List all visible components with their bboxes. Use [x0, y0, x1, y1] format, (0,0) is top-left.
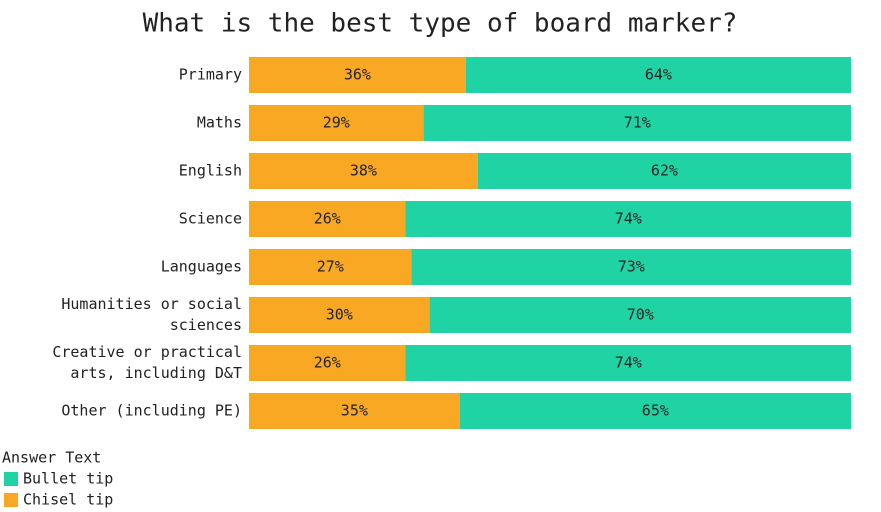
data-label: 74% [615, 210, 642, 228]
bar-segment [477, 153, 851, 189]
bar-segment [249, 57, 466, 93]
y-tick-label: Creative or practical arts, including D&… [52, 343, 242, 382]
bar-segment [249, 297, 430, 333]
data-label: 35% [341, 402, 368, 420]
bar-segment [411, 249, 851, 285]
y-tick-label: Primary [178, 65, 242, 84]
data-label: 65% [642, 402, 669, 420]
legend-swatch [4, 472, 18, 486]
data-label: 73% [618, 258, 645, 276]
bar-segment [249, 201, 406, 237]
y-tick-label: Science [178, 209, 242, 228]
data-label: 70% [627, 306, 654, 324]
data-label: 62% [651, 162, 678, 180]
data-label: 74% [615, 354, 642, 372]
y-tick-label: Other (including PE) [61, 401, 242, 420]
legend-swatch [4, 493, 18, 507]
data-label: 64% [645, 66, 672, 84]
data-label: 29% [323, 114, 350, 132]
bar-segment [423, 105, 851, 141]
data-label: 26% [314, 210, 341, 228]
bar-segment [465, 57, 851, 93]
y-tick-label: Languages [160, 257, 242, 276]
legend-label: Bullet tip [23, 470, 113, 488]
bar-segment [249, 393, 460, 429]
y-tick-label: Maths [196, 113, 242, 132]
data-label: 27% [317, 258, 344, 276]
bar-segment [405, 201, 851, 237]
bar-segment [249, 249, 412, 285]
data-label: 71% [624, 114, 651, 132]
chart-title: What is the best type of board marker? [143, 9, 738, 39]
data-label: 36% [344, 66, 371, 84]
bar-segment [249, 153, 478, 189]
bar-segment [459, 393, 851, 429]
bar-segment [405, 345, 851, 381]
bar-segment [429, 297, 851, 333]
bar-segment [249, 105, 424, 141]
y-tick-label: Humanities or social sciences [61, 295, 242, 334]
legend-label: Chisel tip [23, 491, 113, 509]
y-tick-label: English [178, 161, 242, 180]
data-label: 30% [326, 306, 353, 324]
bar-segment [249, 345, 406, 381]
data-label: 26% [314, 354, 341, 372]
legend-title: Answer Text [2, 449, 101, 467]
data-label: 38% [350, 162, 377, 180]
